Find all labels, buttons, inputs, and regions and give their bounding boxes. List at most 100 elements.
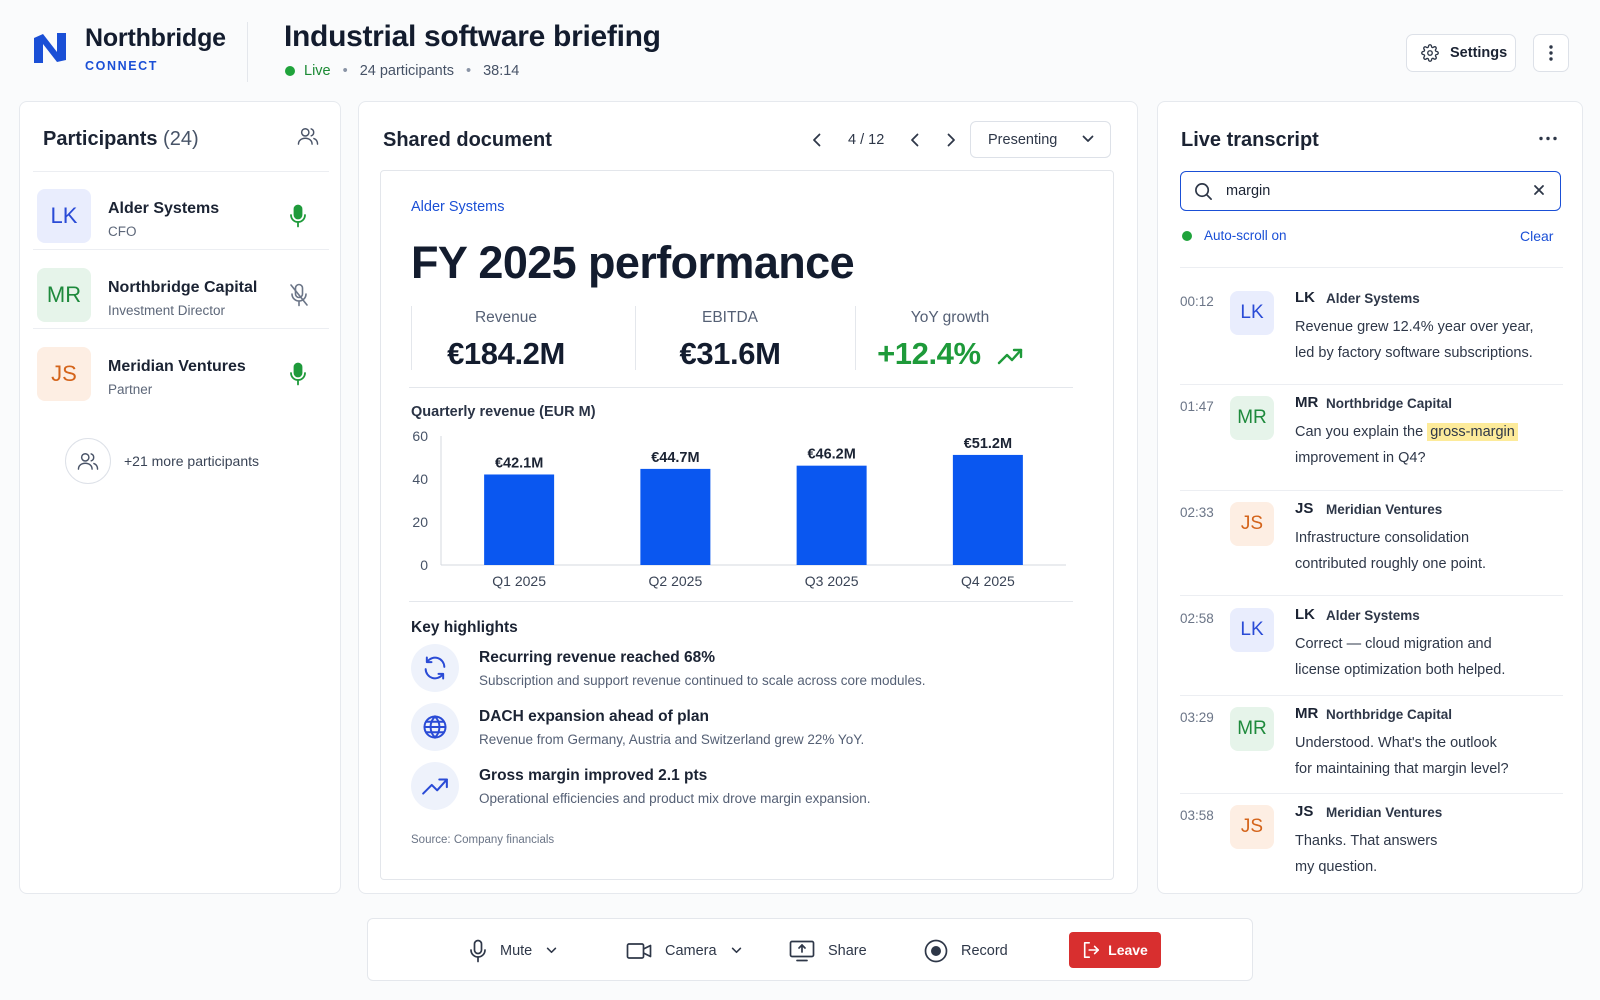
trend-up-icon — [997, 348, 1023, 365]
close-icon[interactable] — [1533, 184, 1545, 196]
entry-time: 02:58 — [1180, 611, 1214, 626]
avatar: JS — [37, 347, 91, 401]
avatar: JS — [1230, 805, 1274, 849]
avatar: LK — [1230, 608, 1274, 652]
participants-group-icon — [65, 438, 111, 484]
participant-row[interactable]: LK Alder Systems CFO — [33, 172, 329, 250]
x-tick-label: Q1 2025 — [492, 573, 546, 589]
previous-page-button[interactable] — [807, 130, 827, 150]
entry-line: my question. — [1295, 859, 1378, 875]
participants-group-icon[interactable] — [297, 126, 319, 146]
presenting-dropdown[interactable]: Presenting — [970, 121, 1111, 158]
chevron-left-icon — [813, 133, 821, 147]
search-highlight: gross-margin — [1427, 423, 1518, 441]
avatar: MR — [1230, 707, 1274, 751]
transcript-entry: 00:12 LK LK Alder Systems Revenue grew 1… — [1180, 282, 1563, 385]
more-horizontal-icon — [1539, 136, 1557, 141]
x-tick-label: Q3 2025 — [805, 573, 859, 589]
highlight-description: Subscription and support revenue continu… — [479, 673, 926, 688]
y-tick-label: 20 — [412, 514, 428, 530]
entry-line: led by factory software subscriptions. — [1295, 345, 1533, 361]
brand-name: Northbridge — [85, 24, 226, 52]
video-camera-icon — [626, 942, 652, 959]
globe-icon — [411, 703, 459, 751]
more-options-button[interactable] — [1533, 34, 1569, 72]
leave-button[interactable]: Leave — [1069, 932, 1161, 968]
more-vertical-icon — [1549, 45, 1553, 61]
camera-button[interactable]: Camera — [626, 919, 742, 982]
share-screen-button[interactable]: Share — [789, 919, 867, 982]
chevron-down-icon[interactable] — [546, 947, 557, 954]
leave-label: Leave — [1108, 942, 1148, 958]
microphone-muted-icon — [289, 283, 309, 307]
x-tick-label: Q4 2025 — [961, 573, 1015, 589]
next-page-button[interactable] — [941, 130, 961, 150]
meeting-meta: Live • 24 participants • 38:14 — [285, 63, 519, 79]
trend-up-icon — [411, 762, 459, 810]
settings-button[interactable]: Settings — [1406, 34, 1516, 72]
participants-count: (24) — [163, 128, 199, 150]
entry-divider — [1180, 595, 1563, 596]
kpi-divider — [855, 306, 856, 370]
transcript-search-input[interactable] — [1226, 180, 1516, 202]
entry-text: Infrastructure consolidation contributed… — [1295, 525, 1557, 577]
entry-line: improvement in Q4? — [1295, 450, 1426, 466]
entry-time: 00:12 — [1180, 294, 1214, 309]
participant-row[interactable]: MR Northbridge Capital Investment Direct… — [33, 251, 329, 329]
entry-line: Thanks. That answers — [1295, 833, 1438, 849]
y-tick-label: 40 — [412, 471, 428, 487]
more-participants[interactable]: +21 more participants — [65, 438, 259, 484]
page-navigation: 4 / 12 — [807, 130, 961, 150]
speaker-name: Northbridge Capital — [1326, 396, 1453, 411]
brand: Northbridge CONNECT — [85, 24, 226, 73]
settings-label: Settings — [1450, 45, 1508, 61]
live-transcript-panel: Live transcript Auto-scroll on Clear 00:… — [1157, 101, 1583, 894]
participants-panel: Participants (24) LK Alder Systems CFO M… — [19, 101, 341, 894]
record-label: Record — [961, 942, 1008, 959]
live-status: Live — [304, 63, 331, 79]
entry-divider — [1180, 695, 1563, 696]
autoscroll-status-dot — [1182, 230, 1192, 241]
transcript-entry: 02:58 LK LK Alder Systems Correct — clou… — [1180, 599, 1563, 696]
entry-text: Correct — cloud migration and license op… — [1295, 631, 1557, 683]
participants-title-text: Participants — [43, 128, 158, 150]
meta-separator: • — [342, 63, 348, 79]
highlight-item: Recurring revenue reached 68% Subscripti… — [411, 644, 1071, 696]
entry-line: for maintaining that margin level? — [1295, 761, 1509, 777]
highlight-description: Revenue from Germany, Austria and Switze… — [479, 732, 865, 747]
autoscroll-toggle[interactable]: Auto-scroll on — [1182, 228, 1287, 243]
participant-name: Meridian Ventures — [108, 358, 246, 375]
previous-page-button[interactable] — [905, 130, 925, 150]
transcript-entry: 03:29 MR MR Northbridge Capital Understo… — [1180, 698, 1563, 794]
speaker-initials: MR — [1295, 705, 1319, 722]
clear-transcript-button[interactable]: Clear — [1520, 228, 1554, 244]
live-indicator-dot — [285, 66, 295, 76]
record-button[interactable]: Record — [924, 919, 1008, 982]
kpi-value: €184.2M — [447, 336, 565, 371]
mute-button[interactable]: Mute — [469, 919, 557, 982]
bar — [484, 474, 555, 565]
transcript-entry: 02:33 JS JS Meridian Ventures Infrastruc… — [1180, 493, 1563, 596]
microphone-icon — [470, 939, 486, 962]
speaker-name: Meridian Ventures — [1326, 805, 1443, 820]
entry-line: Infrastructure consolidation — [1295, 530, 1470, 546]
brand-subtitle: CONNECT — [85, 59, 159, 73]
chevron-right-icon — [947, 133, 956, 147]
entry-line: contributed roughly one point. — [1295, 556, 1487, 572]
meeting-title: Industrial software briefing — [284, 20, 661, 53]
bar — [796, 465, 867, 565]
chevron-down-icon[interactable] — [731, 947, 742, 954]
entry-time: 01:47 — [1180, 399, 1214, 414]
exit-icon — [1084, 941, 1100, 959]
participant-role: CFO — [108, 224, 137, 239]
bar-data-label: €42.1M — [495, 455, 543, 471]
transcript-more-button[interactable] — [1538, 136, 1558, 141]
speaker-name: Alder Systems — [1326, 608, 1420, 623]
participant-row[interactable]: JS Meridian Ventures Partner — [37, 330, 327, 408]
shared-document-panel: Shared document 4 / 12 Presenting Alder … — [358, 101, 1138, 894]
highlight-title: DACH expansion ahead of plan — [479, 708, 709, 725]
page-indicator: 4 / 12 — [848, 132, 885, 148]
bar-data-label: €46.2M — [807, 447, 855, 463]
avatar: MR — [37, 268, 91, 322]
document-source: Source: Company financials — [411, 834, 555, 846]
